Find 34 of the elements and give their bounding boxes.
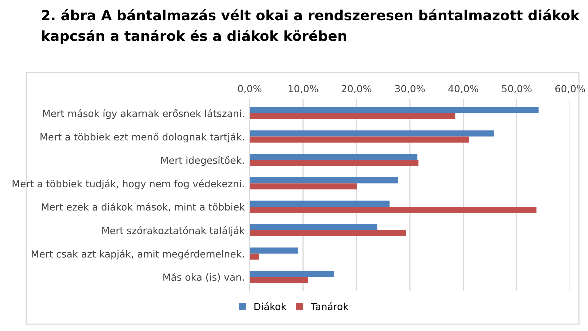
x-tick-label: 0,0% <box>238 85 262 94</box>
x-tick-label: 50,0% <box>502 85 532 94</box>
bar <box>250 136 470 143</box>
bar <box>250 271 334 278</box>
bar <box>250 184 358 190</box>
chart-title: 2. ábra A bántalmazás vélt okai a rendszeresen bántalmazott diákok kapcsán a tanárok és a diákok körében <box>42 9 580 44</box>
bar <box>250 206 537 214</box>
bar <box>250 254 259 260</box>
bar <box>250 277 308 284</box>
x-tick-label: 60,0% <box>556 85 586 94</box>
y-tick-label: Mert a többiek ezt menő dolognak tartják. <box>40 132 244 143</box>
bar <box>250 113 456 120</box>
bar <box>250 177 398 184</box>
y-tick-label: Mert a többiek tudják, hogy nem fog védekezni. <box>12 180 244 190</box>
legend-label: Tanárok <box>311 302 349 310</box>
y-tick-label: Mert mások így akarnak erősnek látszani. <box>43 109 244 120</box>
x-tick-label: 20,0% <box>342 85 372 94</box>
x-tick-label: 10,0% <box>288 85 318 94</box>
bar <box>250 230 406 236</box>
y-tick-label: Más oka (is) van. <box>164 273 244 282</box>
y-tick-label: Mert ezek a diákok mások, mint a többiek <box>42 202 246 212</box>
bar <box>250 130 494 137</box>
bar <box>250 224 378 230</box>
bar <box>250 248 298 254</box>
legend-label: Diákok <box>254 302 287 310</box>
bar <box>250 160 419 166</box>
y-tick-label: Mert csak azt kapják, amit megérdemelnek. <box>32 250 244 260</box>
y-tick-label: Mert szórakoztatónak találják <box>102 226 246 236</box>
x-tick-label: 30,0% <box>395 85 426 94</box>
bar <box>250 200 390 207</box>
y-tick-label: Mert idegesítőek. <box>161 156 244 166</box>
bar <box>250 154 418 160</box>
bar <box>250 107 539 114</box>
x-tick-label: 40,0% <box>448 85 478 94</box>
